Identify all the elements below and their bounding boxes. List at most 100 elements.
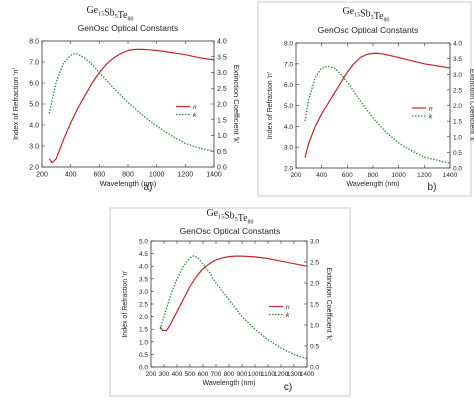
legend-label-n: n <box>286 304 290 311</box>
x-tick-label: 600 <box>198 371 209 378</box>
plot-frame <box>295 42 451 169</box>
chart-title: GenOsc Optical Constants <box>180 226 281 236</box>
x-tick-label: 1200 <box>274 371 289 378</box>
x-tick-label: 600 <box>93 172 105 179</box>
y-tick-label-left: 6.0 <box>29 81 39 88</box>
y-tick-label-left: 3.0 <box>29 144 39 151</box>
panel-label: c) <box>284 382 292 393</box>
y-axis-label-left: Index of Refraction 'n' <box>11 67 20 140</box>
y-tick-label-right: 1.5 <box>217 117 227 124</box>
y-tick-label-right: 2.0 <box>453 103 462 110</box>
y-tick-label-right: 2.5 <box>217 86 227 93</box>
series-line-n <box>48 48 215 164</box>
x-tick-label: 400 <box>172 371 183 378</box>
y-tick-label-left: 8.0 <box>284 41 293 48</box>
x-axis-label: Wavelength (nm) <box>100 179 157 188</box>
y-tick-label-left: 5.0 <box>284 103 293 110</box>
x-tick-label: 900 <box>237 371 248 378</box>
chart-formula: Ge15Sb5Te80 <box>86 5 133 23</box>
x-tick-label: 800 <box>122 172 134 179</box>
y-tick-label-left: 0.0 <box>139 365 148 372</box>
y-tick-label-left: 1.0 <box>139 339 148 346</box>
x-tick-label: 800 <box>224 371 235 378</box>
legend-label-k: k <box>429 114 433 121</box>
plot-frame <box>150 240 308 368</box>
x-tick-label: 400 <box>316 172 327 179</box>
y-tick-label-left: 6.0 <box>284 82 293 89</box>
panel-label: a) <box>144 182 153 193</box>
y-tick-label-right: 3.0 <box>310 239 319 246</box>
y-tick-label-right: 0.5 <box>453 150 462 157</box>
y-tick-label-left: 3.0 <box>284 145 293 152</box>
x-tick-label: 1000 <box>149 172 165 179</box>
x-tick-label: 300 <box>159 371 170 378</box>
y-tick-label-left: 2.0 <box>139 314 148 321</box>
y-tick-label-left: 5.0 <box>29 102 39 109</box>
series-line-n <box>304 52 451 158</box>
y-tick-label-left: 2.0 <box>284 166 293 173</box>
y-tick-label-left: 2.5 <box>139 302 148 309</box>
legend-label-k: k <box>193 112 197 119</box>
panel-label: b) <box>428 182 437 193</box>
y-tick-label-right: 0.0 <box>217 165 227 172</box>
x-axis-label: Wavelength (nm) <box>346 181 399 188</box>
y-tick-label-left: 4.0 <box>29 123 39 130</box>
y-tick-label-right: 1.5 <box>453 119 462 126</box>
x-tick-label: 500 <box>185 371 196 378</box>
x-tick-label: 1200 <box>417 172 432 179</box>
y-tick-label-right: 2.5 <box>310 260 319 267</box>
y-tick-label-right: 2.0 <box>310 281 319 288</box>
y-axis-label-left: Index of Refraction 'n' <box>122 270 129 337</box>
x-tick-label: 400 <box>65 172 77 179</box>
series-line-k <box>304 65 451 164</box>
y-tick-label-left: 8.0 <box>29 39 39 46</box>
y-tick-label-right: 2.0 <box>217 102 227 109</box>
x-tick-label: 200 <box>36 172 48 179</box>
legend-label-k: k <box>286 312 290 319</box>
y-tick-label-right: 0.0 <box>453 166 462 173</box>
y-tick-label-left: 3.0 <box>139 289 148 296</box>
y-axis-label-left: Index of Refraction 'n' <box>267 72 274 139</box>
chart-title: GenOsc Optical Constants <box>78 23 179 33</box>
panel-border <box>109 207 351 397</box>
x-tick-label: 1000 <box>248 371 263 378</box>
x-tick-label: 1200 <box>178 172 194 179</box>
x-tick-label: 1400 <box>300 371 315 378</box>
x-tick-label: 1400 <box>443 172 458 179</box>
x-tick-label: 200 <box>291 172 302 179</box>
series-line-k <box>48 52 215 152</box>
x-tick-label: 1100 <box>261 371 275 378</box>
y-tick-label-right: 0.5 <box>310 344 319 351</box>
x-tick-label: 1300 <box>287 371 302 378</box>
y-axis-label-right: Extinction Coefficient 'k' <box>325 267 332 340</box>
legend-label-n: n <box>429 106 433 113</box>
y-tick-label-right: 1.5 <box>310 302 319 309</box>
x-tick-label: 1400 <box>206 172 222 179</box>
y-tick-label-right: 1.0 <box>453 134 462 141</box>
y-tick-label-right: 3.5 <box>217 54 227 61</box>
y-tick-label-right: 0.0 <box>310 365 319 372</box>
y-tick-label-right: 2.5 <box>453 87 462 94</box>
chart-formula: Ge15Sb5Te80 <box>342 6 389 24</box>
y-tick-label-left: 0.5 <box>139 352 148 359</box>
x-axis-label: Wavelength (nm) <box>202 380 255 387</box>
plot-frame <box>41 40 215 168</box>
series-line-n <box>159 255 308 332</box>
legend-label-n: n <box>193 104 197 111</box>
y-tick-label-left: 4.0 <box>139 264 148 271</box>
y-tick-label-left: 1.5 <box>139 327 148 334</box>
chart-formula: Ge15Sb5Te80 <box>206 208 253 226</box>
y-tick-label-right: 4.0 <box>453 41 462 48</box>
y-tick-label-left: 4.5 <box>139 251 148 258</box>
x-tick-label: 700 <box>211 371 222 378</box>
y-axis-label-right: Extinction Coefficient 'k' <box>232 65 241 144</box>
y-tick-label-left: 3.5 <box>139 276 148 283</box>
x-tick-label: 1000 <box>391 172 406 179</box>
y-tick-label-left: 7.0 <box>284 61 293 68</box>
x-tick-label: 200 <box>146 371 157 378</box>
y-tick-label-right: 4.0 <box>217 39 227 46</box>
